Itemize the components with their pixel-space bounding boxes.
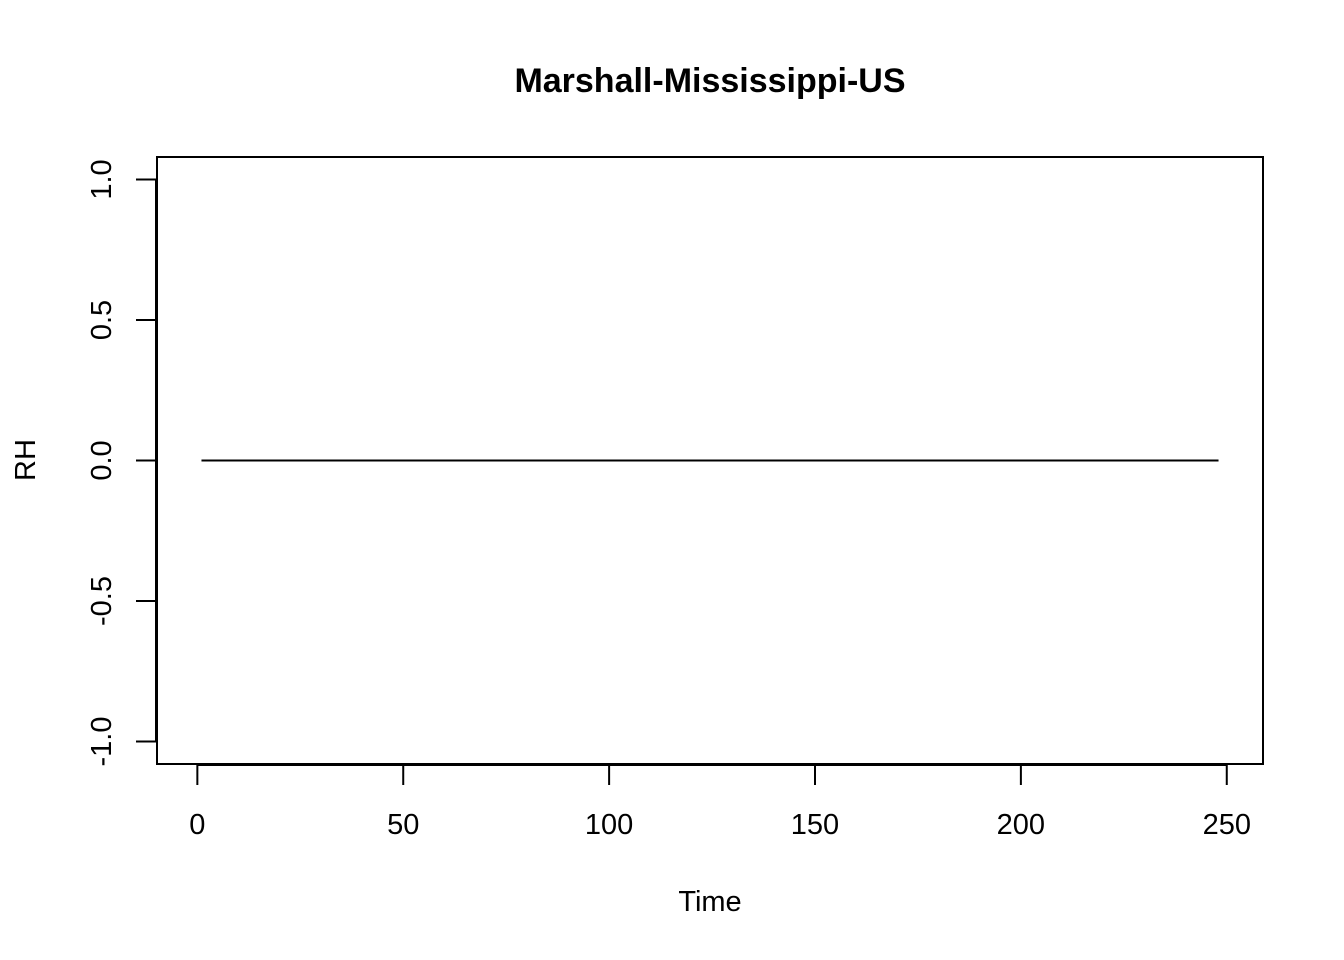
- x-tick-label-2: 100: [585, 809, 633, 841]
- chart-title: Marshall-Mississippi-US: [514, 62, 905, 100]
- x-axis-label: Time: [678, 886, 741, 918]
- x-axis: 0 50 100 150 200 250: [189, 764, 1251, 841]
- x-tick-label-4: 200: [997, 809, 1045, 841]
- y-tick-label-2: 0.0: [86, 440, 118, 480]
- y-tick-label-1: -0.5: [86, 576, 118, 626]
- x-tick-label-3: 150: [791, 809, 839, 841]
- y-tick-label-0: -1.0: [86, 717, 118, 767]
- y-axis-label: RH: [10, 439, 42, 481]
- y-axis: -1.0 -0.5 0.0 0.5 1.0: [86, 159, 157, 767]
- y-tick-label-4: 1.0: [86, 159, 118, 199]
- x-tick-label-5: 250: [1203, 809, 1251, 841]
- x-tick-label-0: 0: [189, 809, 205, 841]
- x-tick-label-1: 50: [387, 809, 419, 841]
- y-tick-label-3: 0.5: [86, 300, 118, 340]
